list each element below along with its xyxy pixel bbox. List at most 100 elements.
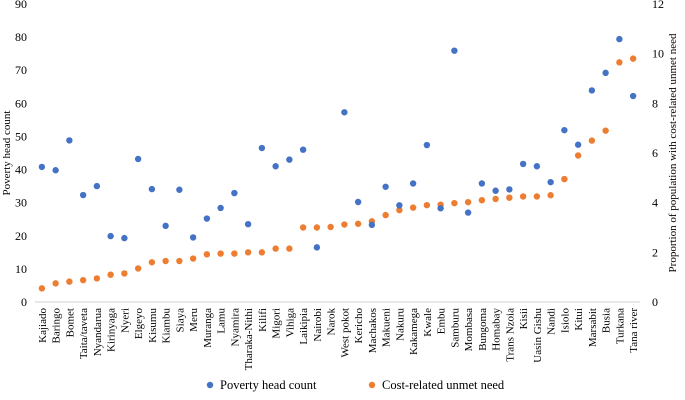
unmet-need-point <box>396 206 403 214</box>
unmet-need-point <box>464 198 472 206</box>
unmet-need-point <box>533 193 541 200</box>
y-tick-label: 90 <box>15 0 27 11</box>
y-tick-label: 80 <box>15 30 27 44</box>
y-tick-label: 40 <box>15 163 27 177</box>
x-tick-labels: Kajiado Baringo Bomet Taita/taveta Nyandarua… <box>37 308 640 371</box>
x-tick-label: Busia <box>601 308 613 333</box>
x-tick-label: Nairobi <box>312 308 324 342</box>
poverty-point <box>506 186 513 193</box>
y2-tick-label: 4 <box>652 196 658 210</box>
unmet-need-point <box>574 152 582 159</box>
poverty-point <box>629 92 637 100</box>
x-tick-label: Laikipia <box>298 308 310 345</box>
poverty-point <box>368 221 376 229</box>
y2-tick-label: 2 <box>652 245 658 259</box>
poverty-point <box>354 198 362 206</box>
poverty-point <box>244 220 252 228</box>
unmet-need-point <box>162 257 169 265</box>
unmet-need-point <box>382 211 389 219</box>
x-tick-label: Bungoma <box>477 308 489 351</box>
x-tick-label: Kiambu <box>161 308 173 344</box>
unmet-need-point <box>52 280 59 287</box>
unmet-need-point <box>547 192 554 199</box>
x-tick-label: Baringo <box>51 308 63 344</box>
poverty-point <box>162 222 169 230</box>
poverty-point <box>341 109 348 116</box>
unmet-need-point <box>93 275 101 282</box>
unmet-need-point <box>244 249 252 256</box>
poverty-point <box>561 126 568 134</box>
poverty-point <box>396 202 403 209</box>
x-tick-label: Meru <box>188 308 200 332</box>
unmet-need-point <box>561 175 568 183</box>
x-tick-label: Kwale <box>422 308 434 337</box>
poverty-point <box>38 163 46 171</box>
x-tick-label: Homabay <box>491 308 503 351</box>
x-tick-label: Nakuru <box>394 308 406 341</box>
unmet-need-point <box>409 204 417 211</box>
x-tick-label: Kakamega <box>408 308 420 355</box>
x-tick-label: Turkana <box>614 308 626 344</box>
x-tick-label: West pokot <box>339 308 351 358</box>
unmet-need-point <box>519 193 527 200</box>
poverty-point <box>464 209 472 216</box>
unmet-need-point <box>354 220 362 227</box>
y2-tick-label: 8 <box>652 96 658 110</box>
unmet-need-point <box>189 255 197 262</box>
x-tick-label: Siaya <box>174 308 186 333</box>
y2-tick-label: 12 <box>652 0 664 11</box>
y2-tick-label: 10 <box>652 47 664 61</box>
poverty-point <box>478 180 486 187</box>
y2-tick-label: 0 <box>652 295 658 309</box>
poverty-point <box>451 47 458 54</box>
y2-tick-label: 6 <box>652 146 658 160</box>
left-axis: 0 10 20 30 40 50 60 70 80 90 <box>15 0 27 309</box>
legend-marker-unmet-need <box>368 381 376 389</box>
x-tick-label: Nyeri <box>119 308 131 333</box>
x-tick-label: Elgeyo <box>133 308 145 340</box>
x-tick-label: Muranga <box>202 308 214 348</box>
unmet-need-point <box>107 271 114 278</box>
x-tick-label: Kilifi <box>257 308 269 332</box>
poverty-point <box>272 163 279 170</box>
poverty-point <box>231 189 238 197</box>
y-tick-label: 70 <box>15 63 27 77</box>
poverty-point <box>217 204 224 212</box>
right-axis: 0 2 4 6 8 10 12 <box>652 0 664 309</box>
unmet-need-point <box>121 270 128 277</box>
poverty-point <box>299 146 307 153</box>
x-tick-label: Samburu <box>449 308 461 348</box>
x-tick-label: Narok <box>326 308 338 336</box>
legend: Poverty head count Cost-related unmet ne… <box>206 378 505 392</box>
unmet-need-point <box>629 55 637 62</box>
unmet-need-point <box>258 249 266 256</box>
poverty-point <box>107 232 114 240</box>
unmet-need-point <box>313 224 321 231</box>
poverty-point <box>423 141 431 149</box>
unmet-need-point <box>341 221 348 228</box>
x-tick-label: Migori <box>271 308 283 339</box>
poverty-point <box>93 182 101 190</box>
unmet-need-point <box>66 278 73 285</box>
x-tick-label: Kisumu <box>147 308 159 343</box>
x-tick-label: Kajiado <box>37 308 49 343</box>
unmet-need-point <box>79 276 87 284</box>
unmet-need-point <box>286 245 293 252</box>
poverty-point <box>588 87 596 94</box>
y-tick-label: 0 <box>21 295 27 309</box>
x-tick-label: Kericho <box>353 308 365 344</box>
poverty-point <box>79 191 87 199</box>
unmet-need-point <box>478 196 486 204</box>
x-tick-label: Uasin Gishu <box>532 308 544 363</box>
x-tick-label: Mombasa <box>463 308 475 352</box>
poverty-point <box>602 69 609 77</box>
x-tick-label: Embu <box>436 308 448 335</box>
poverty-point <box>134 155 142 163</box>
unmet-need-point <box>299 224 307 231</box>
poverty-point <box>382 183 389 190</box>
poverty-point <box>313 244 321 251</box>
legend-marker-poverty <box>206 381 214 389</box>
poverty-point <box>258 144 266 152</box>
x-tick-label: Isiolo <box>559 308 571 334</box>
x-tick-label: Tana river <box>628 308 640 353</box>
